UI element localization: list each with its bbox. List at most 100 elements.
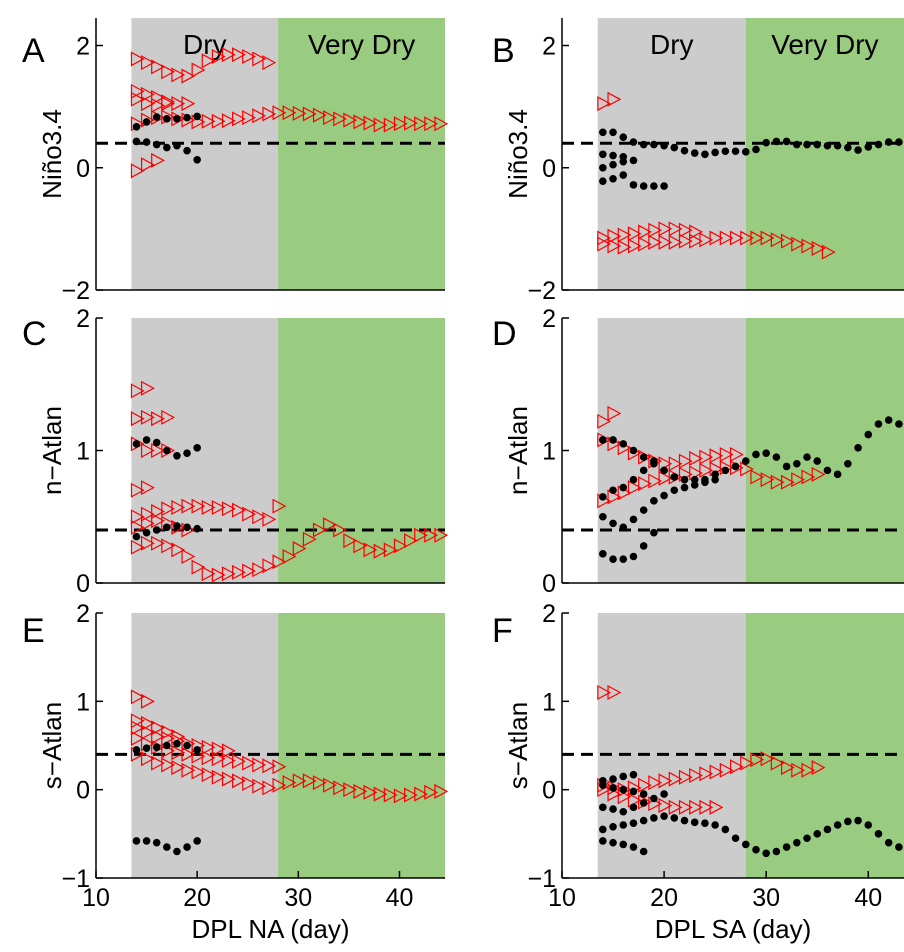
triangle-marker (181, 96, 196, 112)
triangle-marker (750, 230, 765, 246)
dot-marker (690, 475, 699, 484)
triangle-marker (729, 446, 744, 462)
dot-marker (609, 555, 617, 563)
triangle-marker (211, 113, 226, 129)
triangle-marker (343, 112, 358, 128)
triangle-marker (648, 473, 663, 489)
region-very-dry (278, 18, 445, 290)
triangle-marker (232, 564, 246, 580)
triangle-marker (811, 466, 826, 482)
y-axis-label: n−Atlan (37, 406, 67, 495)
triangle-marker (709, 799, 724, 815)
triangle-marker (678, 799, 693, 815)
dot-marker (609, 174, 617, 183)
dot-marker (670, 143, 679, 152)
triangle-marker (333, 111, 348, 127)
region-very-dry (278, 318, 445, 583)
triangle-marker (282, 775, 297, 791)
triangle-marker (729, 230, 744, 246)
triangle-marker (770, 755, 785, 771)
triangle-marker (363, 784, 378, 800)
dot-marker (680, 483, 689, 492)
dot-marker (884, 138, 893, 146)
dot-marker (193, 746, 201, 754)
triangle-marker (211, 567, 226, 583)
triangle-marker (151, 513, 165, 529)
triangle-marker (658, 221, 673, 237)
dot-marker (142, 528, 151, 537)
dot-marker (854, 816, 862, 825)
triangle-marker (689, 768, 703, 784)
dot-marker (193, 112, 201, 121)
triangle-marker (140, 693, 155, 709)
y-axis-label: Niño3.4 (37, 109, 67, 199)
triangle-marker (140, 751, 155, 767)
triangle-marker (262, 55, 277, 71)
triangle-marker (678, 233, 693, 249)
y-tick-label: 2 (76, 600, 90, 628)
dot-marker (650, 814, 658, 822)
triangle-marker (403, 533, 418, 549)
triangle-marker (617, 227, 632, 243)
triangle-marker (333, 522, 348, 538)
triangle-marker (393, 538, 408, 554)
triangle-marker (343, 533, 358, 549)
dot-marker (609, 160, 617, 169)
triangle-marker (151, 729, 165, 745)
dot-marker (599, 493, 607, 501)
triangle-marker (353, 114, 368, 130)
triangle-marker (373, 786, 388, 802)
dot-marker (142, 118, 151, 126)
region-dry (597, 613, 746, 878)
dot-marker (132, 746, 141, 754)
triangle-marker (151, 411, 165, 427)
triangle-marker (312, 775, 327, 791)
triangle-marker (252, 509, 267, 525)
triangle-marker (617, 789, 632, 805)
dot-marker (193, 444, 201, 452)
triangle-marker (597, 684, 612, 701)
triangle-marker (668, 221, 683, 237)
region-very-dry (745, 613, 904, 878)
triangle-marker (151, 59, 165, 75)
triangle-marker (434, 527, 449, 543)
panel-a: Dry Very Dry 2 0 −2 Niño3.4 A (22, 18, 449, 305)
y-tick-label: 2 (542, 600, 556, 628)
triangle-marker (151, 442, 165, 459)
region-very-dry (745, 18, 904, 290)
triangle-marker (201, 566, 216, 582)
dot-marker (629, 515, 638, 524)
triangle-marker (780, 760, 795, 776)
dot-marker (619, 523, 628, 532)
triangle-marker (151, 535, 165, 551)
triangle-marker (232, 111, 246, 127)
dot-marker (793, 140, 801, 149)
dot-marker (660, 182, 668, 190)
region-label-very-dry: Very Dry (308, 29, 415, 60)
dot-marker (132, 440, 141, 448)
dot-marker (854, 444, 862, 452)
dot-marker (650, 497, 658, 505)
triangle-marker (191, 62, 206, 78)
triangle-marker (140, 380, 155, 396)
triangle-marker (161, 538, 176, 554)
triangle-marker (181, 762, 196, 778)
triangle-marker (130, 383, 145, 399)
triangle-marker (242, 506, 256, 522)
dot-marker (639, 140, 648, 149)
dot-marker (629, 446, 638, 455)
dot-marker (163, 523, 171, 532)
triangle-marker (171, 542, 186, 558)
dot-marker (183, 449, 191, 457)
dot-marker (772, 847, 781, 856)
triangle-marker (627, 480, 642, 496)
triangle-marker (373, 117, 388, 133)
triangle-marker (709, 230, 724, 246)
y-tick-label: 2 (542, 33, 556, 61)
dot-marker (823, 141, 832, 150)
dot-marker (721, 147, 730, 156)
triangle-marker (181, 548, 196, 565)
dot-marker (163, 143, 171, 152)
dot-marker (629, 181, 638, 189)
